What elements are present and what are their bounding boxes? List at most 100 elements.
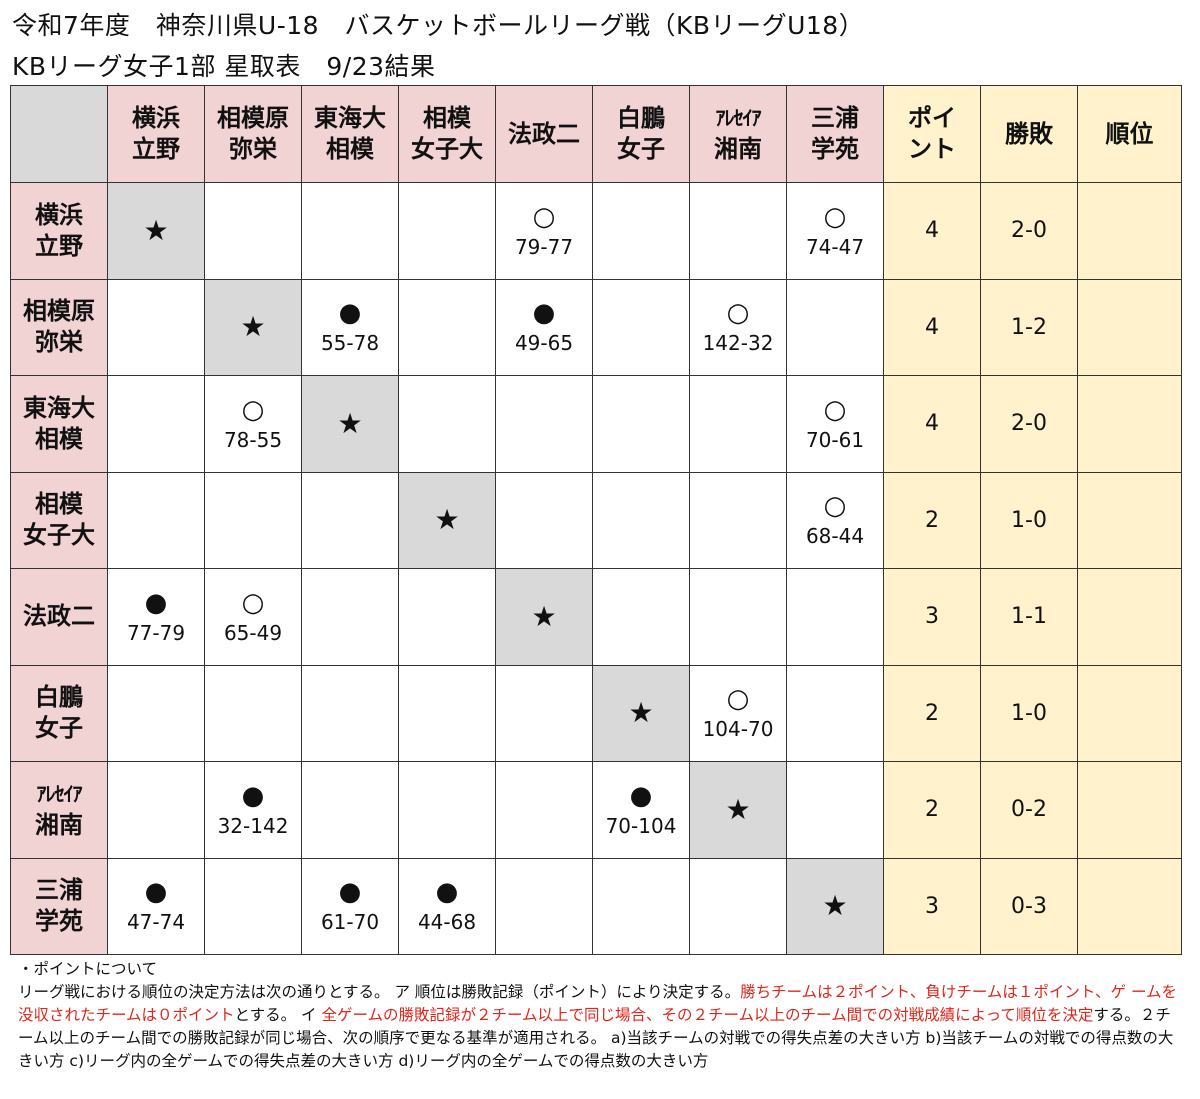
loss-circle-icon: ● (532, 298, 556, 329)
team-name-line2: 弥栄 (35, 328, 83, 357)
self-match-cell: ★ (495, 568, 593, 666)
win-circle-icon: ○ (823, 201, 847, 232)
column-header-points: ポイ ント (883, 85, 981, 183)
result-cell: ● 61-70 (301, 857, 399, 955)
notes-text-3: する。２チーム以上のチーム間での勝敗記録が同じ場合、次の順序で更なる基準が適用さ… (18, 1006, 1174, 1070)
result-cell: ● 49-65 (495, 278, 593, 376)
result-cell: ○ 142-32 (689, 278, 787, 376)
result-cell (689, 568, 787, 666)
result-cell (495, 761, 593, 859)
result-cell: ● 77-79 (107, 568, 205, 666)
table-row: ｱﾚｾｲｱ 湘南 ● 32-142 ● 70-104 ★ 2 0-2 (10, 761, 1182, 859)
team-name-line2: 湘南 (35, 810, 83, 839)
result-cell (204, 182, 302, 280)
column-header-team: 白鵬 女子 (592, 85, 690, 183)
team-name-line2: 相模 (35, 424, 83, 453)
rank-cell (1077, 375, 1182, 473)
star-icon: ★ (725, 792, 751, 826)
score-text: 77-79 (126, 620, 186, 645)
column-header-team: 三浦 学苑 (786, 85, 884, 183)
rank-cell (1077, 182, 1182, 280)
team-name-line1: 横浜 (35, 200, 83, 229)
result-cell (204, 664, 302, 762)
result-cell (592, 278, 690, 376)
table-row: 法政二 ● 77-79 ○ 65-49 ★ 3 1-1 (10, 568, 1182, 666)
score-text: 47-74 (126, 910, 186, 935)
win-circle-icon: ○ (823, 394, 847, 425)
team-name-line1: ｱﾚｾｲｱ (36, 781, 83, 806)
team-name-line2: 女子 (617, 135, 665, 163)
row-header-team: ｱﾚｾｲｱ 湘南 (10, 761, 108, 859)
table-row: 相模 女子大 ★ ○ 68-44 2 1-0 (10, 471, 1182, 569)
loss-circle-icon: ● (435, 877, 459, 908)
loss-circle-icon: ● (241, 780, 265, 811)
result-cell (786, 568, 884, 666)
points-cell: 3 (883, 568, 981, 666)
result-cell (689, 857, 787, 955)
points-cell: 2 (883, 471, 981, 569)
row-header-team: 相模原 弥栄 (10, 278, 108, 376)
row-header-team: 白鵬 女子 (10, 664, 108, 762)
rank-cell (1077, 568, 1182, 666)
self-match-cell: ★ (107, 182, 205, 280)
score-text: 104-70 (702, 717, 774, 742)
star-icon: ★ (240, 310, 266, 344)
table-row: 白鵬 女子 ★ ○ 104-70 2 1-0 (10, 664, 1182, 762)
column-header-record: 勝敗 (980, 85, 1078, 183)
result-cell (495, 375, 593, 473)
result-cell: ○ 104-70 (689, 664, 787, 762)
team-name-line2: 立野 (35, 231, 83, 260)
self-match-cell: ★ (786, 857, 884, 955)
team-name-line1: 東海大 (23, 393, 95, 422)
result-cell: ● 32-142 (204, 761, 302, 859)
score-text: 70-61 (805, 427, 865, 452)
rank-cell (1077, 761, 1182, 859)
star-icon: ★ (822, 889, 848, 923)
result-cell: ○ 74-47 (786, 182, 884, 280)
table-row: 相模原 弥栄 ★ ● 55-78 ● 49-65 ○ 142-32 4 1-2 (10, 278, 1182, 376)
score-text: 74-47 (805, 234, 865, 259)
team-name-line1: ポイ (908, 104, 956, 132)
result-cell (398, 761, 496, 859)
record-cell: 0-2 (980, 761, 1078, 859)
notes-text-red-2: 全ゲームの勝敗記録が２チーム以上で同じ場合、その２チーム以上のチーム間での対戦成… (321, 1006, 1094, 1024)
record-cell: 1-1 (980, 568, 1078, 666)
page-subtitle: KBリーグ女子1部 星取表 9/23結果 (12, 52, 436, 81)
record-cell: 0-3 (980, 857, 1078, 955)
team-name-line2: 相模 (326, 135, 374, 163)
result-cell (398, 375, 496, 473)
notes-text-1: リーグ戦における順位の決定方法は次の通りとする。 ア 順位は勝敗記録（ポイント）… (18, 983, 741, 1001)
score-text: 44-68 (417, 910, 477, 935)
corner-cell (10, 85, 108, 183)
result-cell (689, 182, 787, 280)
result-cell (786, 278, 884, 376)
result-cell: ● 47-74 (107, 857, 205, 955)
win-circle-icon: ○ (823, 491, 847, 522)
team-name-line1: ｱﾚｾｲｱ (715, 106, 762, 130)
rank-cell (1077, 664, 1182, 762)
points-cell: 4 (883, 182, 981, 280)
result-cell (592, 857, 690, 955)
points-cell: 3 (883, 857, 981, 955)
team-name-line2: 弥栄 (229, 135, 277, 163)
record-cell: 1-0 (980, 664, 1078, 762)
row-header-team: 東海大 相模 (10, 375, 108, 473)
result-cell (204, 857, 302, 955)
standings-table: 横浜 立野 相模原 弥栄 東海大 相模 相模 女子大 法政二 白鵬 女子 ｱﾚｾｲｱ 湘南 三浦 学苑 ポイン… (10, 85, 1182, 955)
team-name-line1: 相模原 (23, 297, 95, 326)
loss-circle-icon: ● (629, 780, 653, 811)
result-cell: ○ 65-49 (204, 568, 302, 666)
result-cell: ● 70-104 (592, 761, 690, 859)
result-cell (398, 568, 496, 666)
self-match-cell: ★ (301, 375, 399, 473)
column-header-team: 東海大 相模 (301, 85, 399, 183)
record-cell: 1-0 (980, 471, 1078, 569)
column-header-rank: 順位 (1077, 85, 1182, 183)
row-header-team: 三浦 学苑 (10, 857, 108, 955)
team-name-line1: 法政二 (23, 602, 95, 631)
table-row: 横浜 立野 ★ ○ 79-77 ○ 74-47 4 2-0 (10, 182, 1182, 280)
result-cell: ○ 78-55 (204, 375, 302, 473)
score-text: 68-44 (805, 524, 865, 549)
result-cell: ○ 79-77 (495, 182, 593, 280)
team-name-line1: 相模 (35, 490, 83, 519)
